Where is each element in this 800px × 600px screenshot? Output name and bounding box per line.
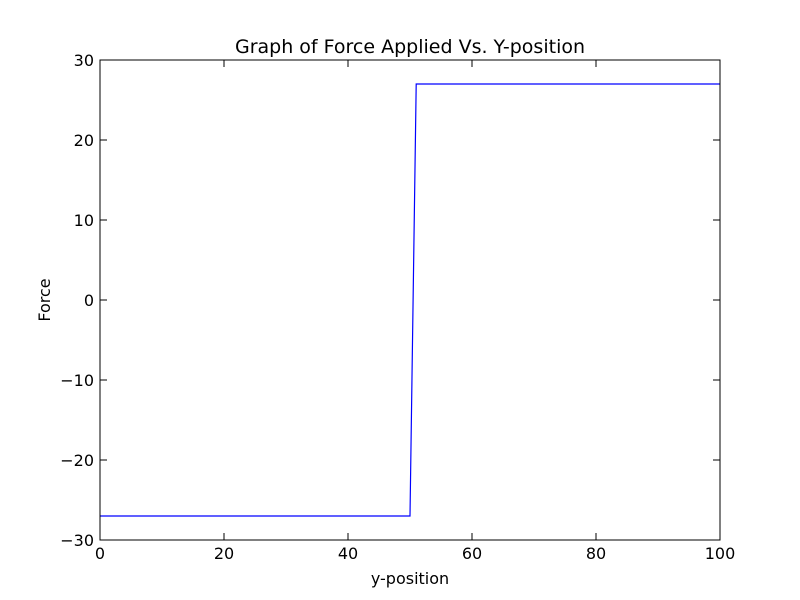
- y-tick-label: −20: [60, 451, 94, 470]
- x-tick-label: 80: [586, 544, 606, 563]
- x-axis-label: y-position: [371, 569, 449, 588]
- y-axis-label: Force: [35, 278, 54, 321]
- x-tick-label: 100: [705, 544, 736, 563]
- plot-area: [100, 83, 720, 517]
- axis-tick-labels: 0 20 40 60 80 100 −30 −20 −10 0 10 20 30: [60, 51, 735, 563]
- x-tick-label: 0: [95, 544, 105, 563]
- series-line-0: [100, 83, 720, 517]
- x-tick-label: 40: [338, 544, 358, 563]
- y-tick-label: 0: [84, 291, 94, 310]
- y-tick-label: −30: [60, 531, 94, 550]
- chart-title: Graph of Force Applied Vs. Y-position: [235, 36, 585, 58]
- plot-frame: [99, 59, 721, 541]
- y-tick-label: 10: [74, 211, 94, 230]
- y-tick-label: 20: [74, 131, 94, 150]
- x-tick-label: 20: [214, 544, 234, 563]
- y-tick-label: −10: [60, 371, 94, 390]
- y-tick-label: 30: [74, 51, 94, 70]
- x-tick-label: 60: [462, 544, 482, 563]
